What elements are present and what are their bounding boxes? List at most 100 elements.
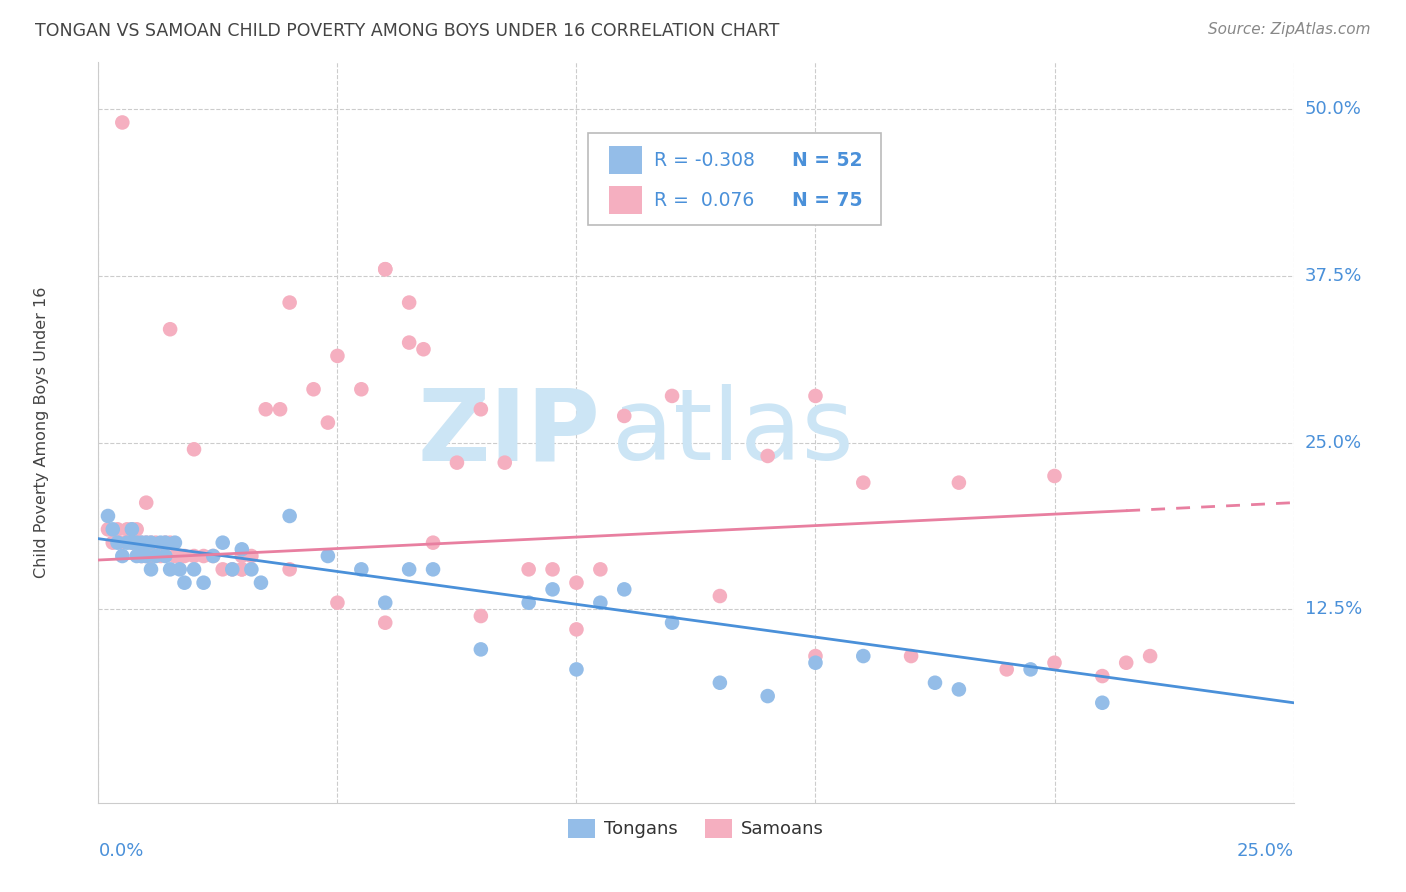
Point <box>398 295 420 310</box>
Point <box>163 549 186 563</box>
Point <box>250 575 273 590</box>
Point <box>183 562 205 576</box>
Point <box>111 115 134 129</box>
Point <box>565 575 588 590</box>
Point <box>159 322 181 336</box>
Point <box>173 549 195 563</box>
Point <box>613 582 636 597</box>
Point <box>121 522 143 536</box>
Point <box>1115 656 1137 670</box>
Point <box>1043 469 1066 483</box>
Point <box>254 402 277 417</box>
Point <box>159 535 181 549</box>
Point <box>804 389 827 403</box>
Point <box>240 562 263 576</box>
Point <box>231 549 253 563</box>
Point <box>924 675 946 690</box>
Point <box>302 382 325 396</box>
Point <box>278 508 301 523</box>
Point <box>139 562 162 576</box>
Point <box>115 535 138 549</box>
Text: 37.5%: 37.5% <box>1305 267 1362 285</box>
Point <box>169 562 191 576</box>
Text: R =  0.076: R = 0.076 <box>654 191 755 210</box>
Point <box>995 662 1018 676</box>
Point <box>1091 696 1114 710</box>
Point <box>948 682 970 697</box>
Point <box>155 549 177 563</box>
Point <box>121 535 143 549</box>
Text: Child Poverty Among Boys Under 16: Child Poverty Among Boys Under 16 <box>34 287 49 578</box>
Text: ZIP: ZIP <box>418 384 600 481</box>
Point <box>115 522 138 536</box>
Point <box>1043 656 1066 670</box>
Point <box>900 648 922 663</box>
Point <box>1139 648 1161 663</box>
Point <box>135 549 157 563</box>
Point <box>398 562 420 576</box>
Point <box>231 542 253 557</box>
Text: R = -0.308: R = -0.308 <box>654 151 755 169</box>
Point <box>125 522 148 536</box>
Point <box>211 535 233 549</box>
Text: N = 75: N = 75 <box>792 191 862 210</box>
Point <box>135 535 157 549</box>
Point <box>541 582 564 597</box>
Point <box>139 535 162 549</box>
Point <box>709 675 731 690</box>
Point <box>101 535 124 549</box>
Text: N = 52: N = 52 <box>792 151 862 169</box>
Legend: Tongans, Samoans: Tongans, Samoans <box>561 812 831 846</box>
Point <box>398 335 420 350</box>
Text: 25.0%: 25.0% <box>1236 842 1294 860</box>
Point <box>517 562 540 576</box>
Point <box>470 642 492 657</box>
Point <box>1091 669 1114 683</box>
Point <box>412 343 434 357</box>
Text: 25.0%: 25.0% <box>1305 434 1362 451</box>
FancyBboxPatch shape <box>609 146 643 174</box>
Point <box>422 535 444 549</box>
Point <box>145 549 167 563</box>
Point <box>131 535 153 549</box>
Point <box>221 562 243 576</box>
Text: atlas: atlas <box>613 384 853 481</box>
Point <box>131 549 153 563</box>
Point <box>374 596 396 610</box>
Point <box>374 262 396 277</box>
Point <box>565 623 588 637</box>
Point <box>278 295 301 310</box>
Point <box>756 449 779 463</box>
Point <box>211 562 233 576</box>
Point <box>709 589 731 603</box>
Point <box>541 562 564 576</box>
Point <box>149 535 172 549</box>
Point <box>494 456 516 470</box>
Point <box>804 648 827 663</box>
Point <box>139 549 162 563</box>
Point <box>173 575 195 590</box>
Point <box>269 402 291 417</box>
Point <box>131 549 153 563</box>
Point <box>101 522 124 536</box>
Point <box>139 535 162 549</box>
Point <box>135 549 157 563</box>
Point <box>948 475 970 490</box>
Point <box>231 562 253 576</box>
Point <box>326 349 349 363</box>
Point <box>231 562 253 576</box>
Point <box>350 562 373 576</box>
Point <box>278 562 301 576</box>
Point <box>470 402 492 417</box>
Point <box>565 662 588 676</box>
Point <box>202 549 225 563</box>
FancyBboxPatch shape <box>589 133 882 226</box>
Point <box>221 562 243 576</box>
Point <box>121 522 143 536</box>
Point <box>97 522 120 536</box>
Point <box>107 535 129 549</box>
Point <box>852 475 875 490</box>
Point <box>149 549 172 563</box>
Point <box>852 648 875 663</box>
Point <box>121 535 143 549</box>
